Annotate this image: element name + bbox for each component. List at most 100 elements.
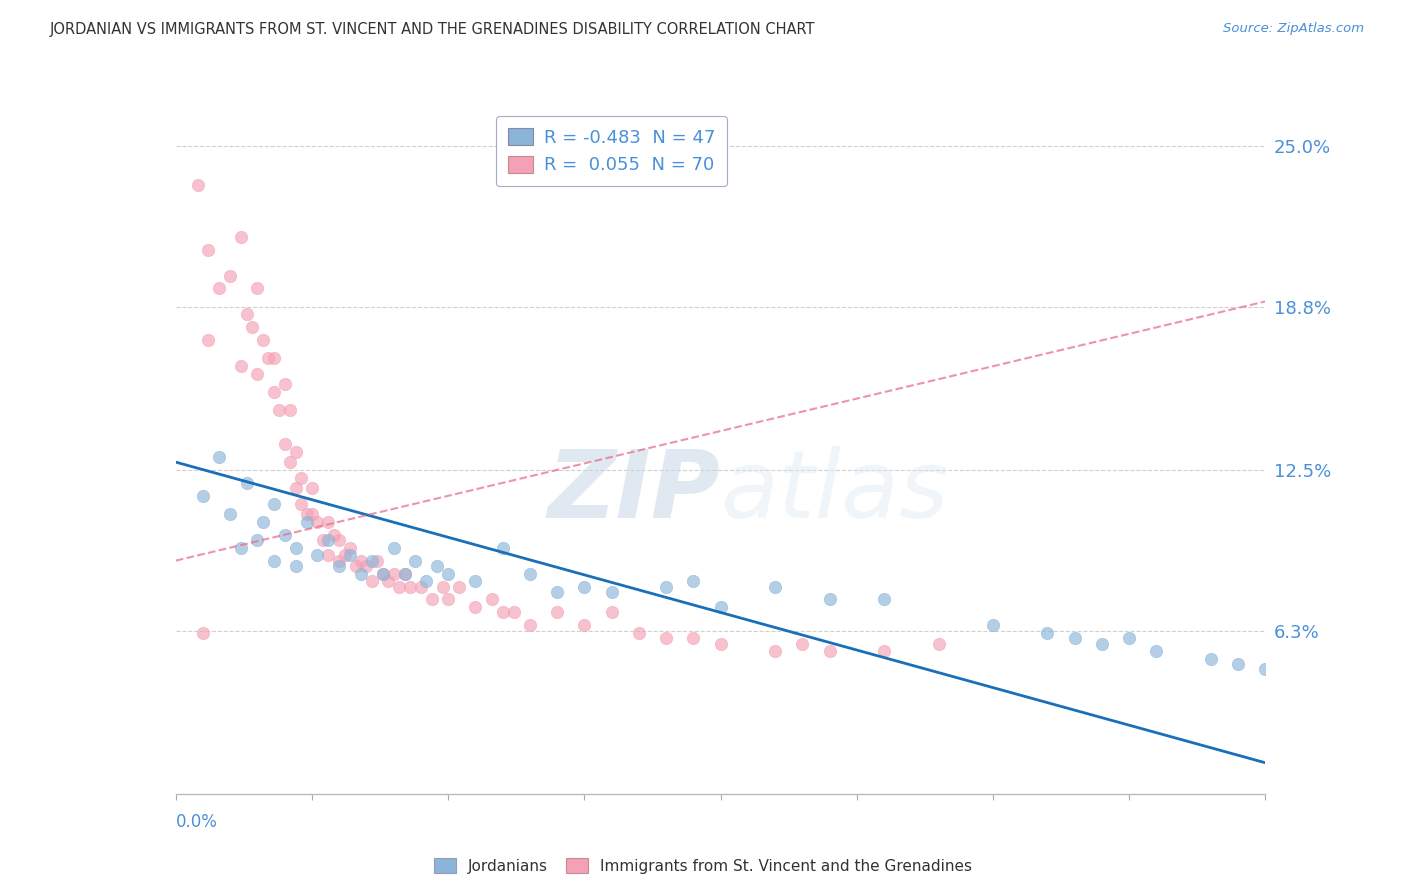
Point <box>371 566 394 581</box>
Text: Source: ZipAtlas.com: Source: ZipAtlas.com <box>1223 22 1364 36</box>
Point <box>318 549 340 563</box>
Point <box>394 566 416 581</box>
Point <box>873 644 896 658</box>
Point <box>295 515 318 529</box>
Point <box>328 533 350 547</box>
Point <box>1036 626 1059 640</box>
Point <box>333 549 356 563</box>
Point <box>263 553 285 567</box>
Point <box>290 497 312 511</box>
Point <box>818 644 841 658</box>
Point <box>371 566 394 581</box>
Point <box>284 481 307 495</box>
Point <box>388 580 411 594</box>
Point <box>240 320 263 334</box>
Point <box>627 626 650 640</box>
Point <box>301 481 323 495</box>
Point <box>235 307 257 321</box>
Point <box>278 403 301 417</box>
Point <box>307 515 329 529</box>
Point <box>426 558 449 573</box>
Point <box>269 403 291 417</box>
Text: ZIP: ZIP <box>548 446 721 538</box>
Point <box>278 455 301 469</box>
Point <box>1254 663 1277 677</box>
Point <box>307 549 329 563</box>
Point <box>322 527 344 541</box>
Point <box>574 618 596 632</box>
Point <box>284 558 307 573</box>
Point <box>235 475 257 490</box>
Point <box>208 281 231 295</box>
Point <box>1227 657 1250 672</box>
Point <box>928 636 950 650</box>
Point <box>274 527 297 541</box>
Point <box>366 553 388 567</box>
Point <box>284 541 307 555</box>
Legend: Jordanians, Immigrants from St. Vincent and the Grenadines: Jordanians, Immigrants from St. Vincent … <box>427 852 979 880</box>
Point <box>600 584 623 599</box>
Point <box>464 574 486 589</box>
Point <box>394 566 416 581</box>
Point <box>263 385 285 400</box>
Point <box>682 632 704 646</box>
Point <box>339 549 361 563</box>
Point <box>655 580 678 594</box>
Point <box>301 507 323 521</box>
Point <box>191 626 214 640</box>
Point <box>405 553 427 567</box>
Point <box>420 592 443 607</box>
Point <box>437 566 460 581</box>
Text: 0.0%: 0.0% <box>176 814 218 831</box>
Point <box>818 592 841 607</box>
Point <box>981 618 1004 632</box>
Point <box>328 553 350 567</box>
Point <box>1091 636 1114 650</box>
Point <box>382 541 405 555</box>
Point <box>339 541 361 555</box>
Point <box>682 574 704 589</box>
Point <box>873 592 896 607</box>
Point <box>492 541 515 555</box>
Point <box>763 644 786 658</box>
Point <box>328 558 350 573</box>
Point <box>519 618 541 632</box>
Point <box>312 533 335 547</box>
Point <box>246 533 269 547</box>
Point <box>600 606 623 620</box>
Point <box>399 580 422 594</box>
Point <box>360 553 382 567</box>
Point <box>492 606 515 620</box>
Point <box>246 367 269 381</box>
Point <box>231 229 253 244</box>
Point <box>290 471 312 485</box>
Point <box>710 636 733 650</box>
Point <box>447 580 470 594</box>
Point <box>257 351 280 366</box>
Point <box>197 334 219 348</box>
Text: JORDANIAN VS IMMIGRANTS FROM ST. VINCENT AND THE GRENADINES DISABILITY CORRELATI: JORDANIAN VS IMMIGRANTS FROM ST. VINCENT… <box>49 22 814 37</box>
Point <box>546 606 568 620</box>
Point <box>415 574 437 589</box>
Text: atlas: atlas <box>721 446 949 537</box>
Point <box>295 507 318 521</box>
Point <box>464 600 486 615</box>
Point <box>274 437 297 451</box>
Point <box>763 580 786 594</box>
Point <box>792 636 814 650</box>
Point <box>655 632 678 646</box>
Point <box>274 377 297 392</box>
Point <box>1199 652 1222 666</box>
Point <box>409 580 432 594</box>
Point <box>432 580 454 594</box>
Point <box>437 592 460 607</box>
Point <box>246 281 269 295</box>
Point <box>1063 632 1085 646</box>
Point <box>481 592 503 607</box>
Point <box>263 351 285 366</box>
Point <box>710 600 733 615</box>
Point <box>186 178 209 192</box>
Point <box>191 489 214 503</box>
Point <box>377 574 399 589</box>
Point <box>344 558 367 573</box>
